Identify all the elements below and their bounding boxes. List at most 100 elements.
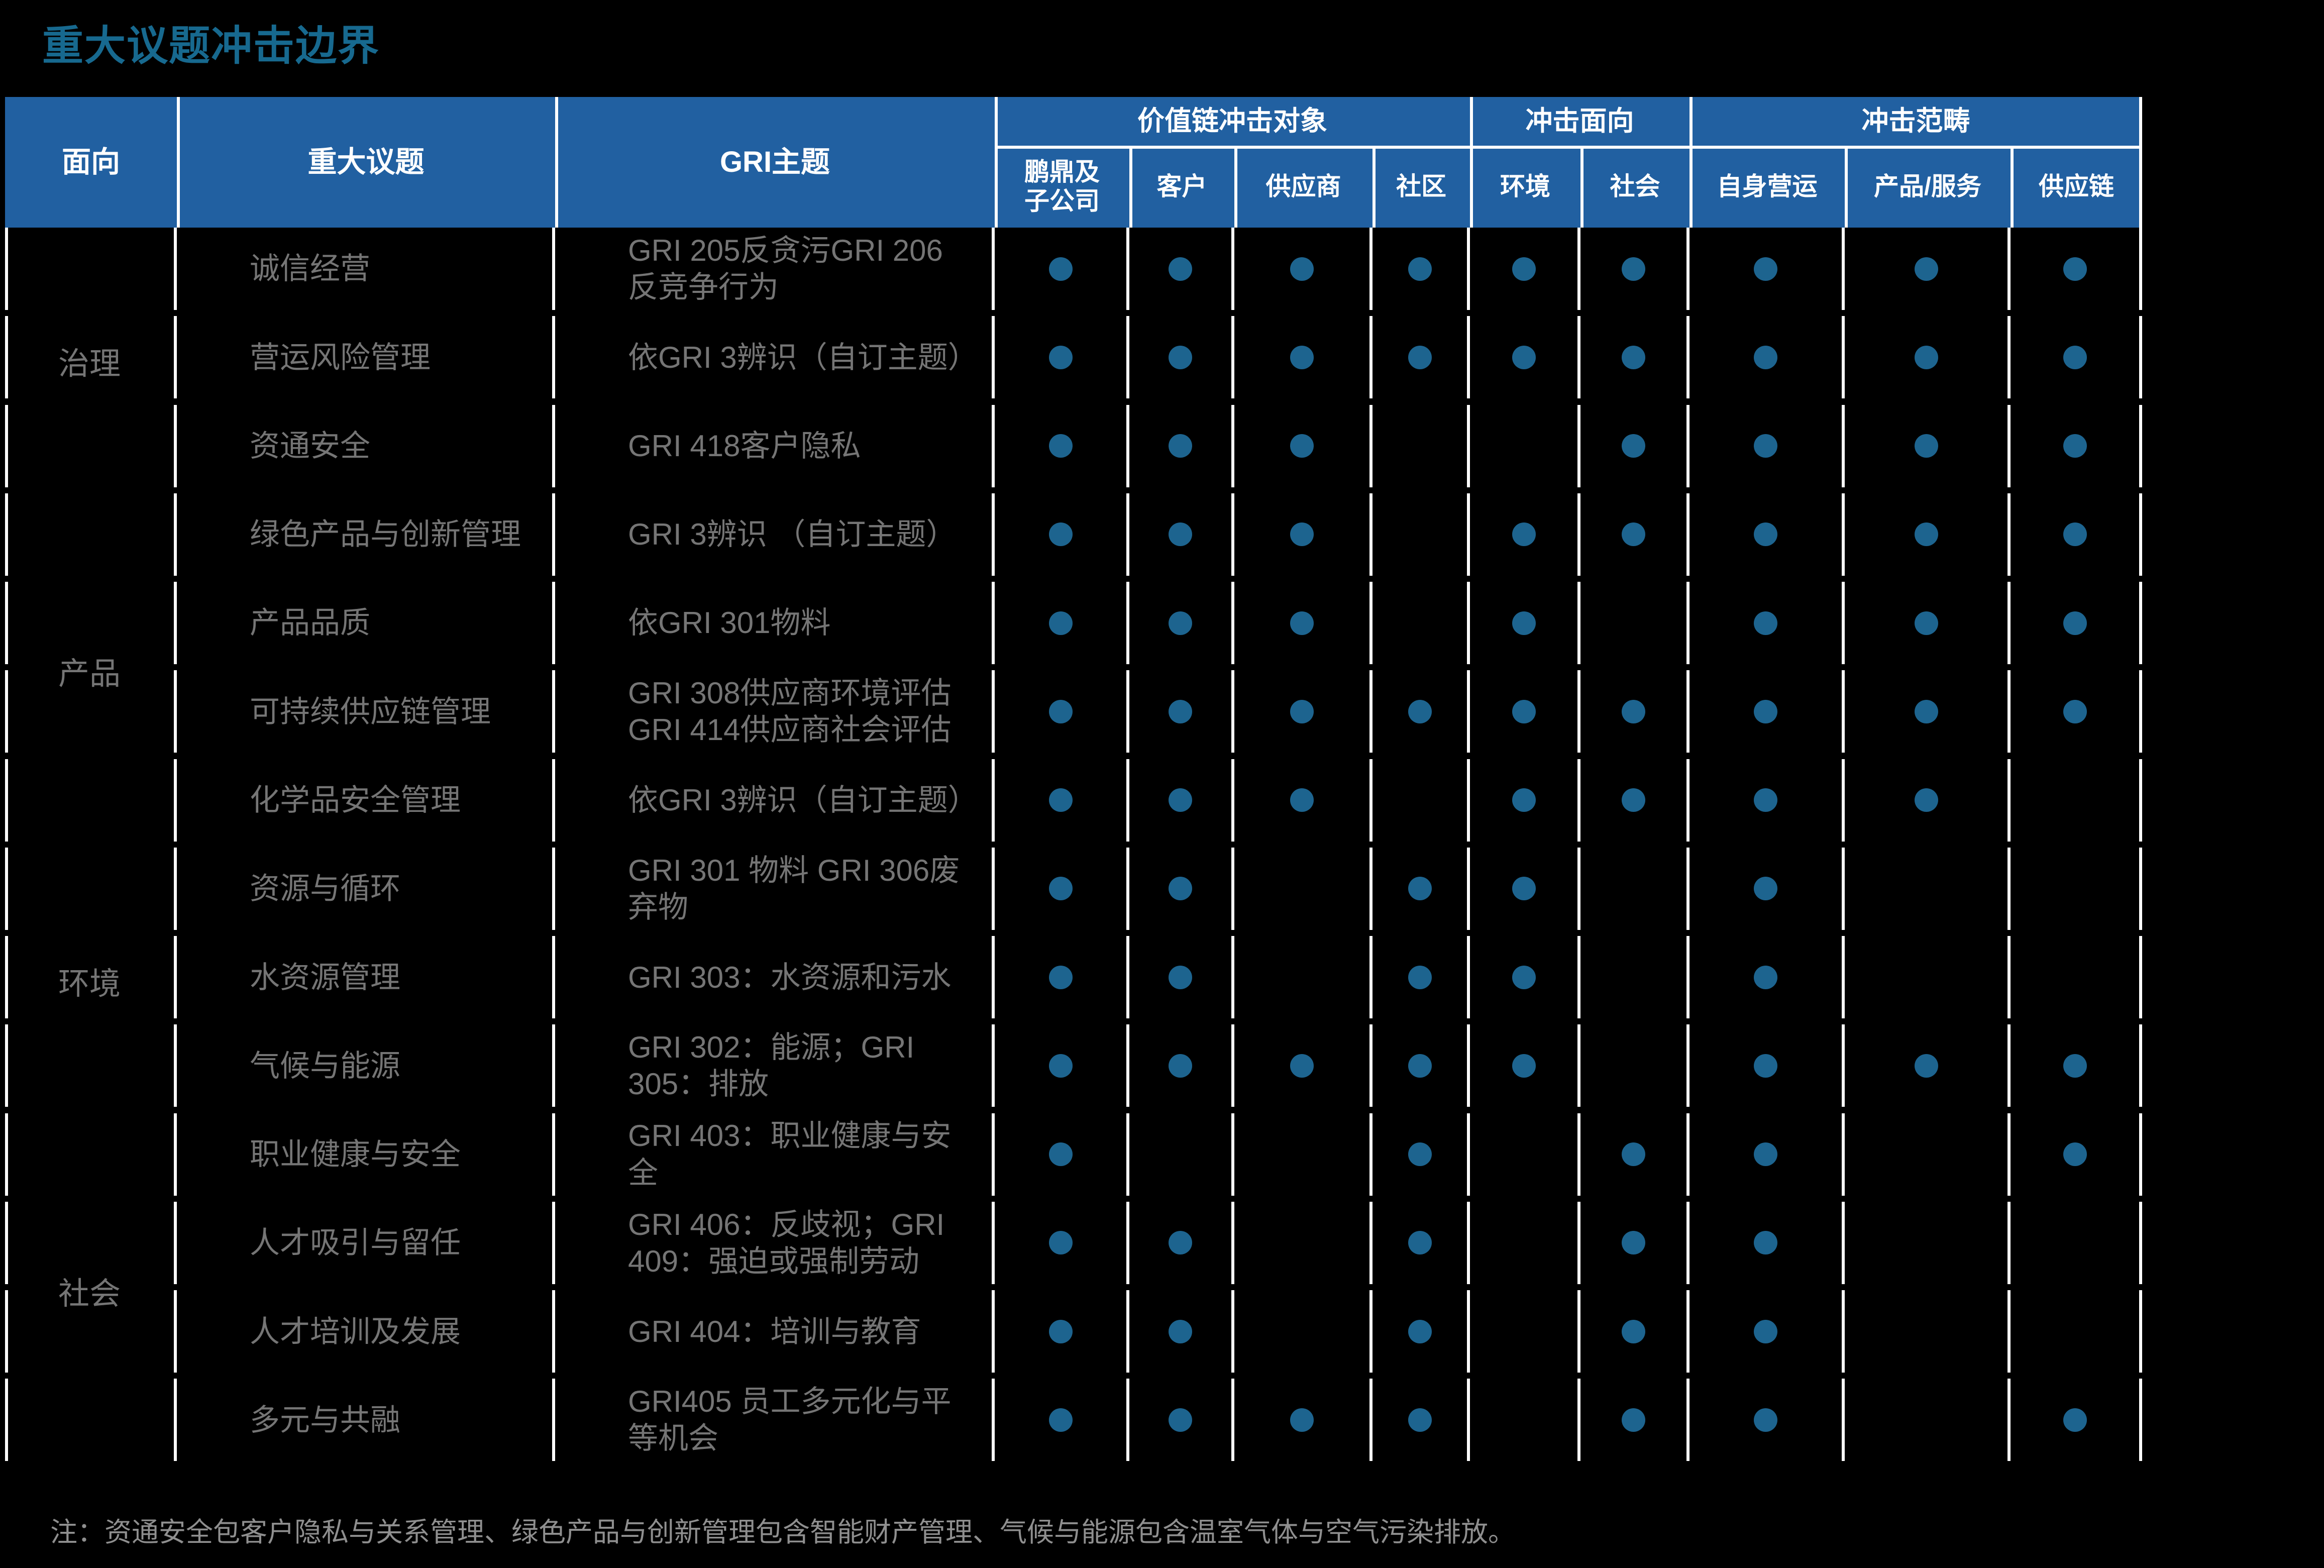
impact-dot [1622,1319,1645,1343]
table-cell [1470,1113,1580,1196]
table-cell [1234,1201,1372,1284]
table-cell [1689,1379,1845,1461]
gri-topic-label: GRI 302：能源；GRI 305：排放 [628,1030,915,1101]
table-cell: GRI 205反贪污GRI 206 反竞争行为 [555,228,995,310]
table-cell [1234,1379,1372,1461]
header-issue: 重大议题 [177,97,555,228]
issue-label: 营运风险管理 [250,340,431,374]
table-cell [995,316,1129,399]
header-group-value-chain: 价值链冲击对象 [995,97,1470,146]
table-cell [1470,404,1580,487]
impact-dot [1048,1054,1073,1078]
impact-dot [1169,1231,1192,1255]
impact-dot [1290,1408,1314,1432]
issue-label: 诚信经营 [250,252,370,286]
table-cell [2011,759,2142,842]
impact-dot [1914,611,1938,635]
table-cell [1129,1201,1234,1284]
table-cell [1845,1113,2011,1196]
issue-label: 人才培训及发展 [250,1314,461,1348]
table-cell [1470,228,1580,310]
issue-label: 绿色产品与创新管理 [250,517,521,552]
impact-dot [1914,699,1938,723]
gri-topic-label: GRI405 员工多元化与平 等机会 [628,1385,952,1455]
header-col-supplier: 供应商 [1234,146,1372,228]
footnote: 注：资通安全包客户隐私与关系管理、绿色产品与创新管理包含智能财产管理、气候与能源… [50,1517,1515,1547]
table-cell [1234,1024,1372,1107]
impact-dot [1290,522,1314,547]
table-cell [1689,670,1845,753]
impact-dot [1290,611,1314,635]
table-cell: GRI 3辨识 （自订主题） [555,493,995,576]
impact-dot [1048,1408,1073,1432]
grid-line [2011,146,2014,228]
table-cell [1372,1201,1470,1284]
issue-label: 人才吸引与留任 [250,1226,461,1260]
issue-label: 水资源管理 [250,960,400,994]
impact-dot [1512,965,1536,989]
table-cell [1129,1290,1234,1373]
table-cell [1234,493,1372,576]
impact-dot [1914,434,1938,458]
table-cell: 化学品安全管理 [177,759,555,842]
table-cell [995,759,1129,842]
table-cell [1689,316,1845,399]
gri-topic-label: 依GRI 301物料 [628,606,831,640]
impact-dot [1914,522,1938,547]
table-cell [1580,582,1689,665]
gri-topic-label: GRI 308供应商环境评估 GRI 414供应商社会评估 [628,676,952,747]
impact-dot [1622,1142,1645,1167]
table-cell [1470,316,1580,399]
impact-dot [2063,522,2087,547]
table-cell [995,493,1129,576]
impact-dot [1169,1319,1192,1343]
table-cell [2011,1113,2142,1196]
table-cell [1689,847,1845,930]
table-header: 面向 重大议题 GRI主题 价值链冲击对象 冲击面向 冲击范畴 鹏鼎及 子公司 … [5,97,2142,228]
impact-dot [1754,965,1777,989]
table-cell [1689,228,1845,310]
impact-dot [1290,788,1314,812]
table-cell [1689,582,1845,665]
table-row: 人才培训及发展 GRI 404：培训与教育 [5,1290,2142,1379]
table-cell [1845,1379,2011,1461]
impact-dot [1048,611,1073,635]
table-cell [1234,316,1372,399]
impact-dot [1048,877,1073,901]
gri-topic-label: GRI 3辨识 （自订主题） [628,517,957,552]
table-cell: GRI 403：职业健康与安 全 [555,1113,995,1196]
table-cell [1372,1379,1470,1461]
impact-dot [1048,522,1073,547]
impact-dot [1622,434,1645,458]
grid-line [555,97,558,228]
grid-line [1845,146,1848,228]
impact-dot [1048,699,1073,723]
impact-dot [1290,1054,1314,1078]
impact-dot [1290,434,1314,458]
table-row: 水资源管理 GRI 303：水资源和污水 [5,936,2142,1024]
impact-dot [2063,345,2087,369]
table-cell [1470,1290,1580,1373]
table-row: 气候与能源 GRI 302：能源；GRI 305：排放 [5,1024,2142,1113]
table-cell: GRI 406：反歧视；GRI 409：强迫或强制劳动 [555,1201,995,1284]
table-cell [1129,847,1234,930]
table-cell [995,582,1129,665]
grid-line [1689,97,1693,228]
table-cell [1372,1024,1470,1107]
table-cell [1580,759,1689,842]
impact-dot [1408,965,1432,989]
grid-line [1234,146,1237,228]
table-cell [1580,670,1689,753]
table-cell [1372,847,1470,930]
table-cell [2011,404,2142,487]
table-cell [2011,316,2142,399]
table-cell [995,847,1129,930]
table-cell [1580,936,1689,1019]
col-label: 社会 [1610,172,1660,200]
table-cell: 水资源管理 [177,936,555,1019]
table-cell [1470,1201,1580,1284]
table-cell [1129,1024,1234,1107]
impact-dot [1169,434,1192,458]
gri-topic-label: 依GRI 3辨识（自订主题） [628,340,978,374]
table-cell [1234,936,1372,1019]
